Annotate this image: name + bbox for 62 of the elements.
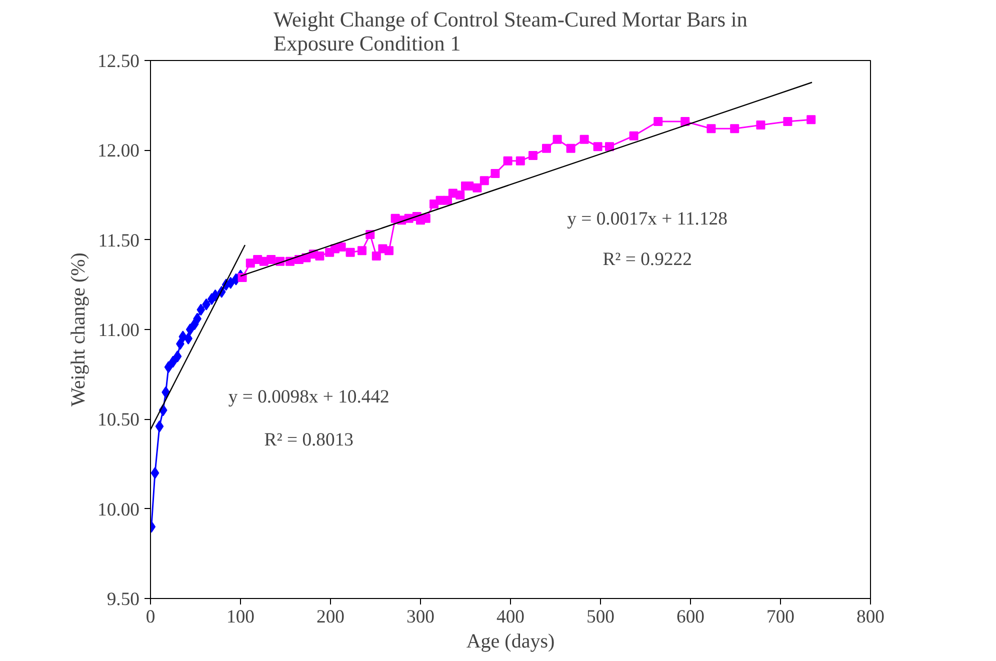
point — [346, 248, 355, 257]
x-tick-label: 500 — [586, 606, 614, 628]
point — [266, 255, 276, 264]
x-tick-label: 800 — [856, 606, 884, 628]
chart-title: Weight Change of Control Steam-Cured Mortar Bars in Exposure Condition 1 — [274, 8, 748, 56]
point — [150, 466, 160, 479]
point — [730, 124, 740, 134]
annotation: y = 0.0017x + 11.128 — [567, 208, 728, 230]
point — [542, 144, 551, 153]
point — [155, 420, 164, 432]
y-tick-label: 10.00 — [98, 499, 140, 520]
x-tick-label: 700 — [766, 606, 794, 628]
point — [196, 304, 206, 316]
point — [706, 124, 716, 134]
point — [315, 251, 324, 260]
point — [168, 356, 178, 368]
point — [756, 120, 766, 130]
point — [226, 276, 235, 289]
point — [605, 142, 614, 152]
point — [384, 246, 394, 256]
annotation: R² = 0.8013 — [264, 429, 354, 450]
point — [164, 361, 173, 374]
point — [593, 142, 602, 152]
y-tick-label: 12.00 — [98, 140, 140, 162]
point — [806, 115, 816, 124]
point — [372, 251, 381, 260]
point — [629, 131, 638, 140]
point — [456, 190, 465, 200]
point — [528, 151, 538, 160]
y-tick-label: 11.00 — [98, 320, 140, 341]
point — [443, 196, 452, 205]
point — [336, 242, 346, 252]
y-tick-label: 12.50 — [98, 51, 140, 72]
point — [480, 176, 489, 186]
point — [566, 144, 576, 153]
x-tick-label: 300 — [406, 606, 434, 628]
y-axis-title: Weight change (%) — [68, 252, 90, 406]
point — [680, 116, 690, 126]
point — [178, 330, 188, 343]
annotation: R² = 0.9222 — [602, 249, 692, 270]
x-tick-label: 100 — [226, 606, 254, 628]
y-tick-label: 11.50 — [98, 230, 140, 252]
point — [358, 246, 366, 256]
point — [503, 156, 512, 166]
y-tick-label: 9.50 — [106, 589, 140, 610]
point — [516, 156, 525, 166]
point — [580, 134, 589, 144]
point — [552, 134, 562, 144]
y-tick-label: 10.50 — [98, 410, 140, 431]
x-tick-label: 0 — [146, 606, 156, 628]
x-tick-label: 600 — [676, 606, 704, 628]
point — [173, 350, 182, 362]
annotation: y = 0.0098x + 10.442 — [228, 386, 390, 408]
point — [421, 214, 430, 223]
point — [490, 168, 500, 178]
point — [783, 116, 792, 126]
x-axis-title: Age (days) — [466, 630, 555, 652]
x-tick-label: 400 — [496, 606, 524, 628]
point — [654, 116, 663, 126]
x-tick-label: 200 — [316, 606, 344, 628]
point — [472, 183, 482, 192]
point — [186, 324, 194, 336]
